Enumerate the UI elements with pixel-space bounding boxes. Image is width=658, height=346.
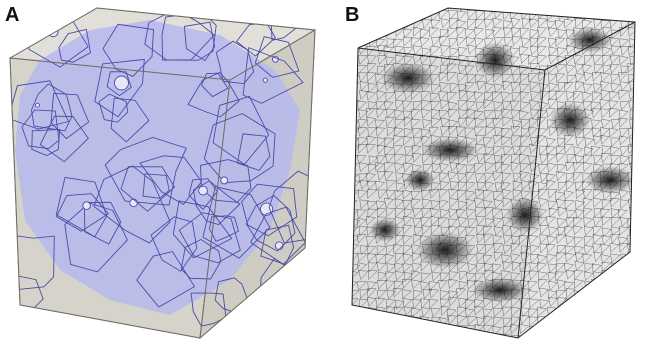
mesh-face-top	[358, 8, 635, 70]
mesh-cluster	[567, 27, 613, 53]
mesh-cluster	[549, 102, 591, 138]
mesh-face-right	[518, 22, 635, 338]
mesh-cluster	[405, 168, 435, 192]
mesh-cube-figure	[351, 7, 636, 339]
mesh-cluster	[475, 41, 515, 79]
mesh-face-left	[352, 48, 545, 338]
mesh-cluster	[381, 62, 435, 94]
panel-label-b: B	[345, 4, 360, 26]
mesh-cluster	[422, 138, 478, 162]
mesh-cluster	[585, 165, 635, 195]
cube-edges	[9, 7, 316, 339]
panel-label-a: A	[5, 4, 20, 26]
mesh-refinement-clusters	[369, 27, 635, 303]
mesh-cluster	[506, 197, 544, 233]
mesh-cluster	[472, 277, 528, 303]
mesh-cluster	[417, 231, 473, 269]
voronoi-cube-figure	[8, 7, 317, 340]
mesh-cube-edges	[351, 7, 636, 339]
mesh-cluster	[369, 218, 401, 242]
